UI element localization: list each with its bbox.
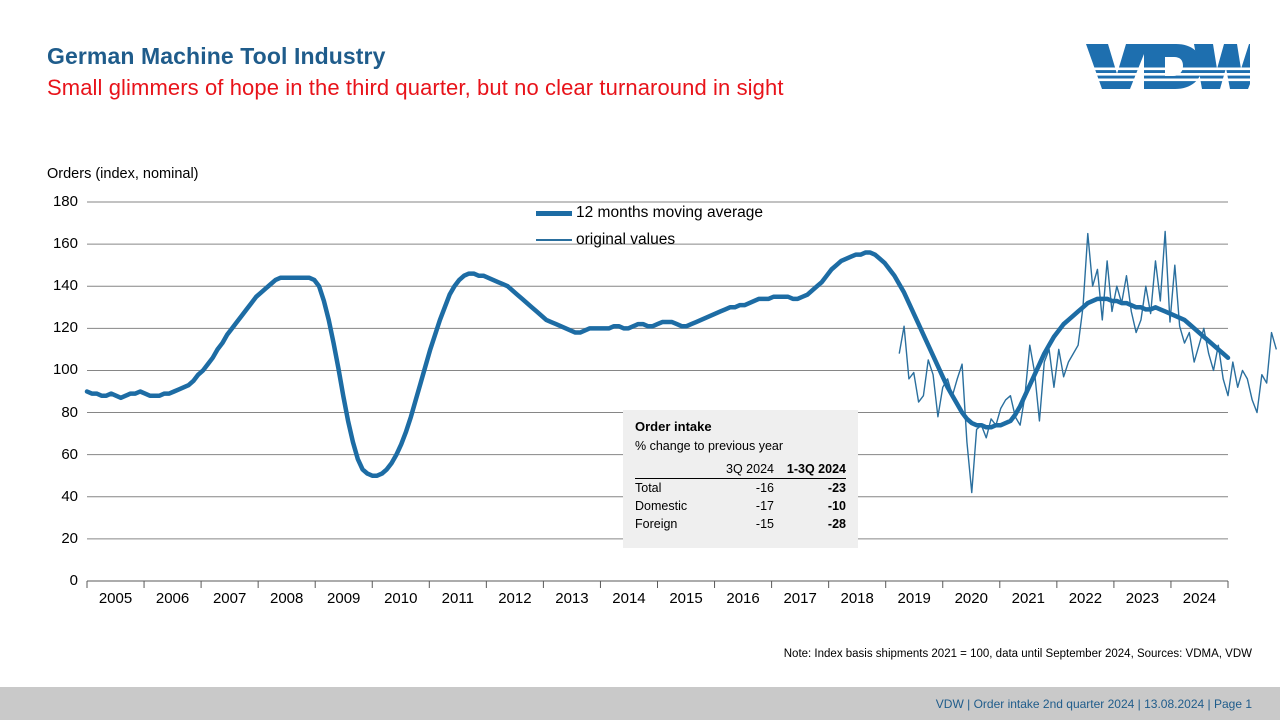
y-tick-label: 60 bbox=[61, 445, 78, 463]
x-tick-label: 2015 bbox=[669, 590, 703, 607]
cell-ytd: -10 bbox=[827, 499, 846, 513]
x-tick-label: 2023 bbox=[1125, 590, 1160, 607]
page-subtitle: Small glimmers of hope in the third quar… bbox=[47, 75, 784, 100]
x-tick-label: 2008 bbox=[269, 590, 304, 607]
x-tick-label: 2005 bbox=[98, 590, 133, 607]
x-tick-label: 2019 bbox=[897, 590, 931, 607]
y-tick-label: 40 bbox=[61, 487, 78, 505]
y-tick-label: 20 bbox=[61, 529, 78, 547]
x-tick-label: 2016 bbox=[726, 590, 760, 607]
x-tick-label: 2020 bbox=[954, 590, 988, 607]
legend-swatch-thick-line bbox=[536, 210, 572, 216]
page-title: German Machine Tool Industry bbox=[47, 43, 386, 69]
x-tick-label: 2012 bbox=[498, 590, 532, 607]
column-header-q3: 3Q 2024 bbox=[726, 462, 774, 476]
vdw-logo bbox=[1070, 36, 1266, 96]
table-row: Foreign -15 -28 bbox=[635, 515, 846, 533]
source-note: Note: Index basis shipments 2021 = 100, … bbox=[783, 648, 1252, 660]
x-tick-label: 2024 bbox=[1182, 590, 1217, 607]
table-row: Domestic -17 -10 bbox=[635, 497, 846, 515]
x-tick-label: 2009 bbox=[327, 590, 361, 607]
y-tick-label: 0 bbox=[69, 572, 78, 589]
title-block: German Machine Tool Industry Small glimm… bbox=[47, 41, 784, 103]
x-tick-label: 2021 bbox=[1011, 590, 1045, 607]
cell-category: Total bbox=[635, 481, 662, 495]
x-tick-label: 2011 bbox=[441, 590, 474, 607]
cell-category: Domestic bbox=[635, 499, 688, 513]
cell-ytd: -23 bbox=[827, 481, 846, 495]
x-tick-label: 2010 bbox=[384, 590, 418, 607]
legend-label-original-values: original values bbox=[576, 231, 676, 248]
cell-q3: -16 bbox=[755, 481, 774, 495]
legend-swatch-thin-line bbox=[536, 239, 572, 241]
order-intake-table: Order intake % change to previous year 3… bbox=[623, 410, 858, 548]
x-tick-label: 2013 bbox=[555, 590, 589, 607]
y-axis-title: Orders (index, nominal) bbox=[47, 166, 199, 182]
series-original-values bbox=[898, 230, 1278, 494]
table-header-row: 3Q 2024 1-3Q 2024 bbox=[635, 460, 846, 479]
x-tick-label: 2006 bbox=[155, 590, 190, 607]
cell-q3: -17 bbox=[755, 499, 774, 513]
y-tick-label: 160 bbox=[52, 235, 78, 253]
legend-label-moving-average: 12 months moving average bbox=[576, 204, 763, 221]
table-row: Total -16 -23 bbox=[635, 479, 846, 498]
table-body: Total -16 -23 Domestic -17 -10 Foreign -15 -28 bbox=[635, 479, 846, 534]
cell-q3: -15 bbox=[755, 517, 774, 531]
chart-x-axis bbox=[86, 581, 1229, 588]
cell-category: Foreign bbox=[635, 517, 678, 531]
x-tick-label: 2014 bbox=[612, 590, 646, 607]
footer-text: VDW | Order intake 2nd quarter 2024 | 13… bbox=[935, 697, 1252, 711]
order-intake-subtitle: % change to previous year bbox=[635, 439, 784, 453]
column-header-ytd: 1-3Q 2024 bbox=[786, 462, 846, 476]
order-intake-title: Order intake bbox=[635, 419, 712, 434]
y-tick-label: 180 bbox=[52, 193, 78, 210]
footer-bar bbox=[0, 687, 1280, 720]
chart-legend: 12 months moving average original values bbox=[536, 202, 763, 251]
y-tick-label: 140 bbox=[52, 277, 78, 295]
legend-item-moving-average: 12 months moving average bbox=[536, 202, 763, 224]
cell-ytd: -28 bbox=[827, 517, 846, 531]
y-tick-label: 120 bbox=[52, 319, 78, 337]
y-tick-label: 80 bbox=[61, 403, 78, 421]
y-tick-label: 100 bbox=[52, 361, 78, 379]
x-tick-label: 2018 bbox=[840, 590, 874, 607]
x-tick-label: 2007 bbox=[212, 590, 247, 607]
column-header-category bbox=[635, 460, 710, 479]
x-tick-label: 2022 bbox=[1068, 590, 1103, 607]
legend-item-original-values: original values bbox=[536, 229, 763, 251]
order-intake-grid: 3Q 2024 1-3Q 2024 Total -16 -23 Domestic -17… bbox=[635, 460, 846, 533]
x-tick-label: 2017 bbox=[783, 590, 817, 607]
